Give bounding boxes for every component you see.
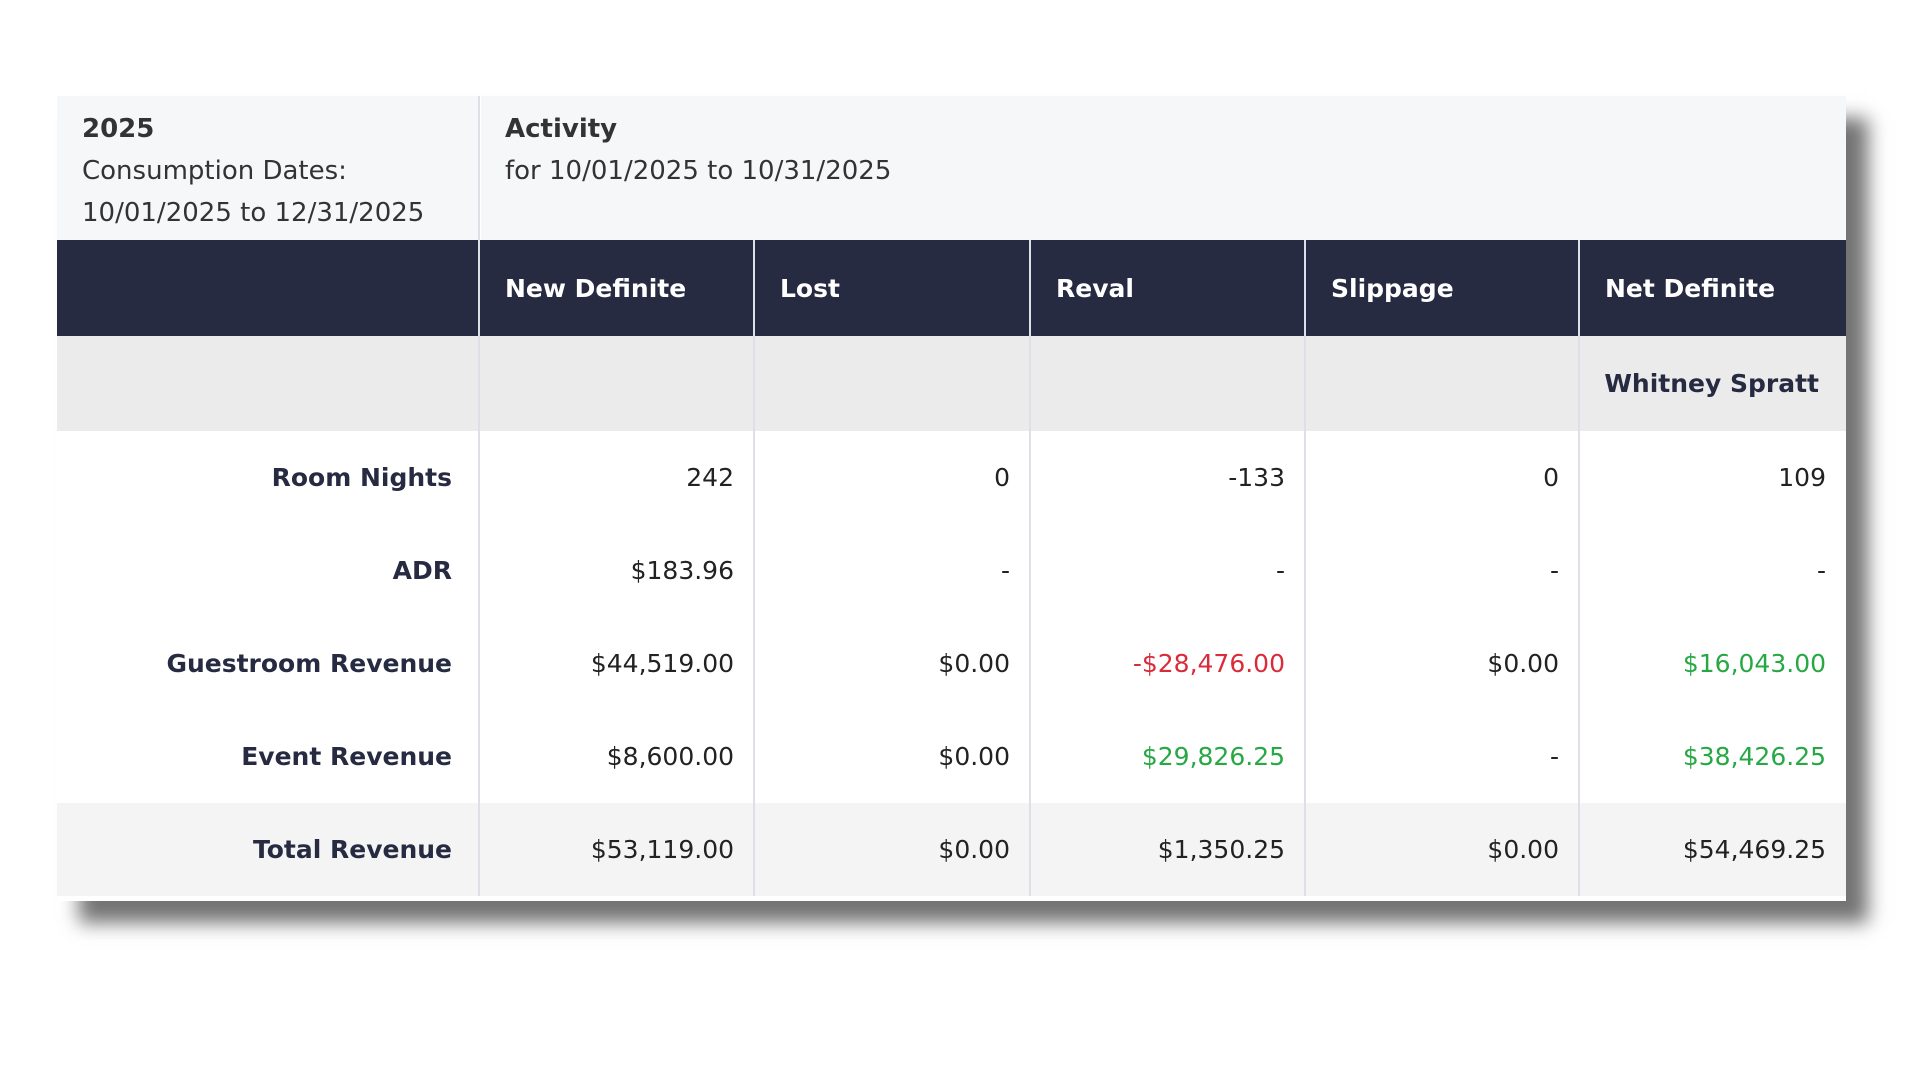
cell-value: $8,600.00 (606, 742, 734, 771)
cell-value: -133 (1228, 463, 1285, 492)
report-table: 2025 Consumption Dates: 10/01/2025 to 12… (57, 96, 1846, 901)
cell-value: $53,119.00 (479, 803, 754, 896)
activity-header (481, 96, 1846, 240)
cell-value: $44,519.00 (590, 649, 734, 678)
cell-value: $183.96 (630, 556, 734, 585)
cell-value: 109 (1778, 463, 1826, 492)
cell-value: $54,469.25 (1579, 803, 1846, 896)
cell-value: -$28,476.00 (1132, 649, 1285, 678)
column-divider (753, 240, 755, 896)
cell-value: $0.00 (754, 803, 1030, 896)
cell-value: $16,043.00 (1682, 649, 1826, 678)
row-label: Event Revenue (241, 742, 452, 771)
cell-value: $0.00 (938, 742, 1010, 771)
row-label: Total Revenue (57, 803, 479, 896)
cell-value: $0.00 (938, 649, 1010, 678)
consumption-range: 10/01/2025 to 12/31/2025 (82, 198, 425, 228)
column-header: New Definite (479, 240, 754, 336)
cell-value: 0 (994, 463, 1010, 492)
cell-value: - (1816, 556, 1826, 585)
cell-value: 0 (1543, 463, 1559, 492)
cell-value: $0.00 (1305, 803, 1579, 896)
column-divider (478, 96, 480, 896)
column-header: Reval (1030, 240, 1305, 336)
year-header (57, 96, 479, 240)
column-header: Net Definite (1579, 240, 1846, 336)
column-header: Slippage (1305, 240, 1579, 336)
cell-value: $38,426.25 (1682, 742, 1826, 771)
year: 2025 (82, 114, 155, 144)
cell-value: 242 (686, 463, 734, 492)
column-header-blank (57, 240, 479, 336)
cell-value: $1,350.25 (1030, 803, 1305, 896)
consumption-label: Consumption Dates: (82, 156, 347, 186)
column-divider (1304, 240, 1306, 896)
cell-value: - (1549, 742, 1559, 771)
group-label: Whitney Spratt (57, 336, 1846, 431)
cell-value: $29,826.25 (1141, 742, 1285, 771)
column-header: Lost (754, 240, 1030, 336)
cell-value: - (1549, 556, 1559, 585)
row-label: Room Nights (271, 463, 452, 492)
activity-title: Activity (505, 114, 618, 144)
column-divider (1029, 240, 1031, 896)
cell-value: $0.00 (1487, 649, 1559, 678)
activity-range: for 10/01/2025 to 10/31/2025 (505, 156, 892, 186)
cell-value: - (1000, 556, 1010, 585)
row-label: Guestroom Revenue (166, 649, 452, 678)
cell-value: - (1275, 556, 1285, 585)
row-label: ADR (392, 556, 452, 585)
column-divider (1578, 240, 1580, 896)
